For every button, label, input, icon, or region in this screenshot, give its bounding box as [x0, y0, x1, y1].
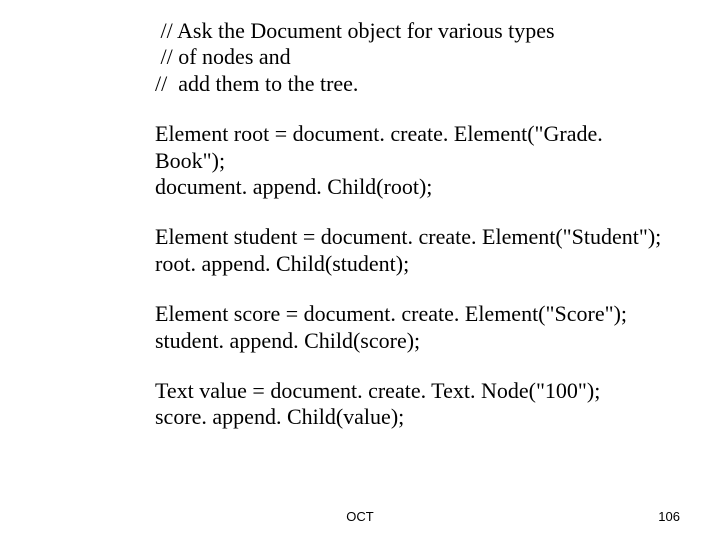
code-block: // Ask the Document object for various t…	[155, 18, 675, 431]
footer-center-text: OCT	[0, 509, 720, 524]
comment-line-3: // add them to the tree.	[155, 71, 675, 97]
code-line: Element student = document. create. Elem…	[155, 224, 675, 250]
code-line: document. append. Child(root);	[155, 174, 675, 200]
code-line: root. append. Child(student);	[155, 251, 675, 277]
comment-line-2: // of nodes and	[155, 44, 675, 70]
slide-number: 106	[658, 509, 680, 524]
comment-line-1: // Ask the Document object for various t…	[155, 18, 675, 44]
code-line: score. append. Child(value);	[155, 404, 675, 430]
code-line: Text value = document. create. Text. Nod…	[155, 378, 675, 404]
slide: // Ask the Document object for various t…	[0, 0, 720, 540]
code-line: student. append. Child(score);	[155, 328, 675, 354]
code-line: Element score = document. create. Elemen…	[155, 301, 675, 327]
code-line: Element root = document. create. Element…	[155, 121, 675, 174]
